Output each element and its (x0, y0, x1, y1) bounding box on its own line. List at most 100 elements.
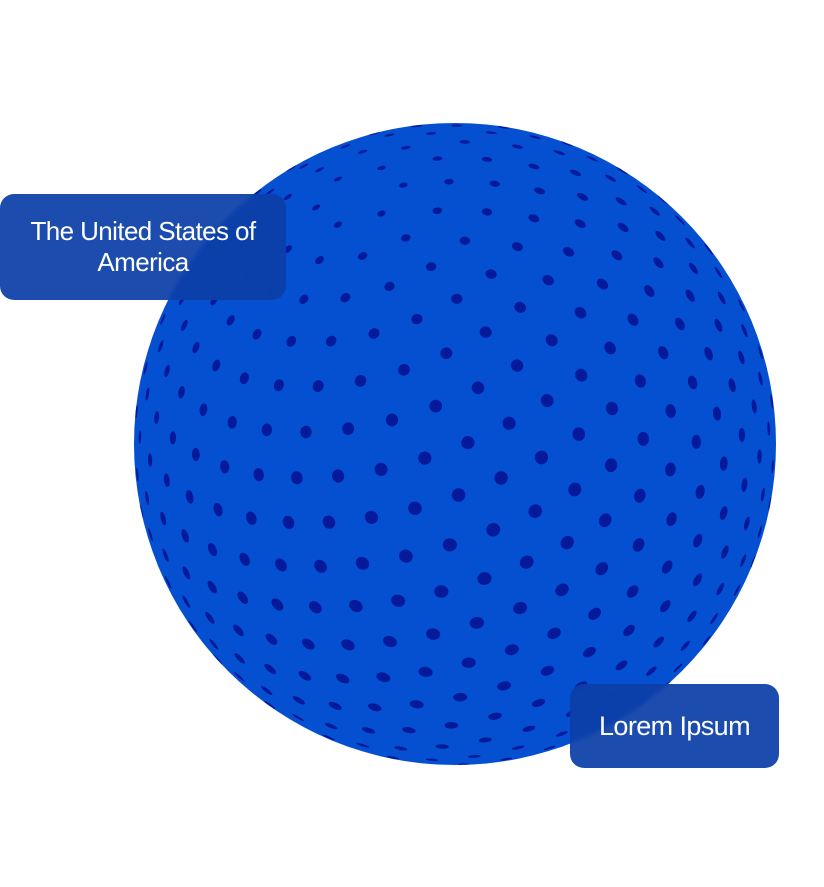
sphere-dot (342, 422, 355, 435)
sphere-dots (135, 124, 774, 765)
sphere-dot (675, 215, 685, 225)
sphere-dot (322, 734, 335, 741)
sphere-dot (148, 527, 153, 542)
sphere-dot (145, 491, 150, 505)
sphere-dot (207, 580, 217, 594)
sphere-dot (528, 214, 540, 223)
sphere-dot (710, 613, 719, 625)
sphere-dot (292, 696, 306, 705)
sphere-dot (461, 657, 476, 668)
sphere-dot (637, 431, 649, 446)
sphere-dot (702, 635, 711, 646)
sphere-dot (743, 516, 750, 531)
sphere-dot (687, 375, 698, 390)
sphere-dot (399, 549, 413, 563)
sphere-dot (717, 291, 726, 305)
sphere-dot (349, 599, 363, 613)
sphere-dot (273, 379, 284, 392)
sphere-dot (519, 555, 534, 569)
sphere-dot (192, 341, 200, 354)
sphere-dot (384, 281, 395, 291)
sphere-dot (658, 346, 669, 360)
sphere-dot (261, 423, 272, 437)
sphere-dot (138, 430, 142, 444)
sphere-dot (178, 385, 185, 399)
sphere-dot (451, 293, 463, 304)
sphere-dot (714, 266, 723, 279)
sphere-dot (158, 340, 164, 353)
sphere-dot (604, 341, 616, 355)
sphere-dot (147, 453, 153, 467)
sphere-dot (467, 754, 481, 758)
sphere-dot (226, 315, 235, 326)
sphere-dot (673, 663, 683, 673)
placeholder-label-card: Lorem Ipsum (570, 684, 779, 768)
sphere-dot (340, 144, 351, 149)
sphere-dot (560, 535, 574, 550)
sphere-dot (719, 456, 728, 471)
sphere-dot (145, 387, 150, 401)
sphere-dot (237, 591, 249, 604)
sphere-dot (299, 163, 309, 169)
sphere-dot (488, 712, 502, 720)
sphere-dot (394, 746, 408, 751)
sphere-dot (434, 585, 449, 598)
sphere-dot (513, 601, 528, 615)
sphere-dot (504, 644, 519, 656)
sphere-dot (481, 156, 493, 162)
sphere-dot (719, 506, 728, 521)
sphere-dot (298, 670, 312, 681)
sphere-dot (333, 176, 343, 182)
sphere-dot (562, 247, 575, 257)
sphere-dot (644, 285, 655, 297)
sphere-dot (502, 416, 516, 430)
sphere-dot (234, 653, 245, 664)
country-label-card: The United States of America (0, 194, 286, 300)
sphere-dot (531, 698, 546, 708)
sphere-dot (660, 600, 671, 613)
sphere-dot (576, 193, 589, 201)
sphere-dot (283, 193, 293, 201)
sphere-dot (143, 361, 148, 375)
sphere-dot (286, 335, 297, 347)
sphere-dot (685, 237, 695, 249)
sphere-dot (712, 406, 722, 421)
sphere-dot (341, 639, 355, 651)
sphere-dot (271, 598, 284, 611)
sphere-dot (757, 525, 763, 539)
sphere-dot (163, 473, 170, 487)
sphere-dot (542, 275, 555, 286)
sphere-dot (632, 538, 645, 552)
sphere-dot (368, 328, 380, 339)
sphere-dot (691, 434, 701, 449)
sphere-surface (134, 123, 776, 765)
sphere-dot (451, 488, 466, 502)
sphere-dot (402, 727, 416, 734)
sphere-dot (627, 313, 639, 326)
sphere-dot (768, 496, 772, 511)
sphere-dot (714, 318, 723, 332)
sphere-dot (191, 447, 200, 462)
sphere-dot (160, 511, 167, 526)
sphere-dot (207, 542, 218, 557)
sphere-dot (169, 431, 177, 445)
sphere-dot (733, 584, 741, 597)
sphere-dot (653, 636, 665, 648)
sphere-dot (687, 610, 697, 623)
sphere-dot (469, 616, 484, 629)
sphere-dot (534, 187, 546, 195)
sphere-dot (239, 552, 250, 566)
sphere-dot (636, 185, 648, 194)
sphere-dot (162, 548, 169, 562)
sphere-dot (704, 243, 713, 255)
sphere-dot (738, 427, 746, 443)
sphere-dot (164, 364, 170, 378)
sphere-dot (540, 665, 555, 676)
sphere-dot (721, 545, 729, 559)
sphere-dot (264, 700, 276, 709)
sphere-dot (528, 163, 540, 170)
sphere-dot (574, 219, 586, 229)
sphere-dot (758, 371, 763, 386)
sphere-dot (555, 731, 568, 737)
